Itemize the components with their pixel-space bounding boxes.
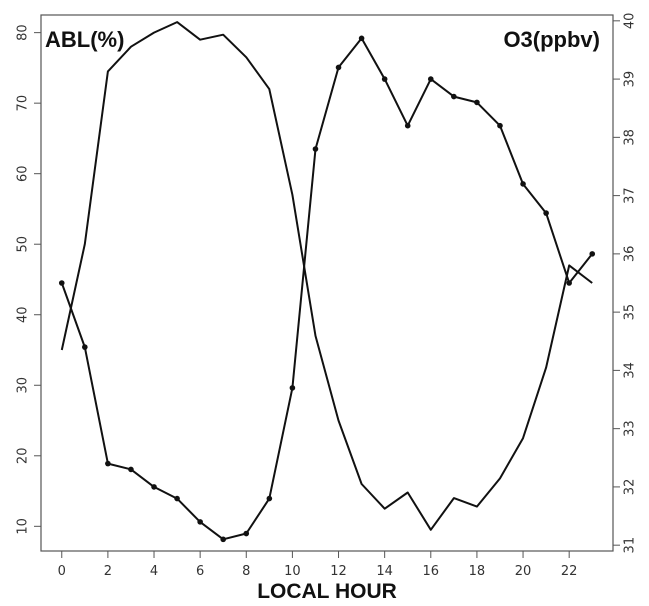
- series-point-right: [335, 64, 342, 71]
- x-tick-label: 12: [330, 564, 347, 579]
- x-tick-label: 14: [376, 564, 393, 579]
- y-right-tick-label: 38: [623, 129, 638, 146]
- y-right-tick-label: 39: [623, 71, 638, 88]
- y-right-tick-label: 32: [623, 479, 638, 496]
- series-point-right: [520, 181, 526, 187]
- series-point-right: [589, 251, 596, 257]
- x-tick-label: 2: [104, 564, 112, 579]
- series-point-right: [312, 146, 319, 152]
- x-tick-label: 20: [515, 564, 532, 579]
- series-point-right: [427, 76, 434, 82]
- y-left-tick-label: 50: [16, 236, 31, 253]
- y-left-tick-label: 20: [16, 448, 31, 465]
- y-left-tick-label: 10: [16, 518, 31, 535]
- x-tick-label: 6: [196, 564, 204, 579]
- series-point-right: [381, 76, 388, 82]
- plot-frame: [40, 14, 614, 552]
- y-left-tick-label: 40: [16, 306, 31, 323]
- series-point-right: [474, 99, 480, 106]
- x-tick-label: 16: [423, 564, 440, 579]
- series-point-right: [543, 210, 549, 216]
- series-point-right: [58, 280, 65, 286]
- y-axis-left: 10 20 30 40 50 60 70 80: [16, 24, 41, 535]
- series-point-right: [358, 35, 365, 42]
- series-point-right: [289, 385, 296, 391]
- series-layer: [58, 21, 596, 543]
- y-right-tick-label: 35: [623, 304, 638, 321]
- series-point-right: [151, 484, 157, 490]
- y-right-tick-label: 33: [623, 420, 638, 437]
- series-point-right: [82, 344, 88, 350]
- x-tick-label: 8: [242, 564, 250, 579]
- y-axis-right: 31 32 33 34 35 36 37 38 39 40: [613, 13, 638, 554]
- y-right-tick-label: 34: [623, 362, 638, 379]
- series-point-right: [404, 122, 411, 129]
- series-point-right: [566, 280, 572, 286]
- x-tick-label: 18: [469, 564, 486, 579]
- y-right-tick-label: 37: [623, 187, 638, 204]
- y-right-tick-label: 40: [623, 13, 638, 30]
- y-left-tick-label: 80: [16, 24, 31, 41]
- y-left-tick-label: 60: [16, 165, 31, 182]
- series-point-right: [266, 495, 273, 502]
- series-point-right: [220, 536, 227, 543]
- series-point-right: [243, 530, 250, 537]
- x-tick-label: 0: [58, 564, 66, 579]
- series-point-right: [128, 466, 134, 473]
- series-point-right: [451, 93, 457, 100]
- y-left-tick-label: 70: [16, 95, 31, 112]
- series-line-right: [60, 37, 593, 541]
- right-axis-label: O3(ppbv): [503, 27, 600, 52]
- x-tick-label: 22: [561, 564, 578, 579]
- series-point-right: [197, 519, 203, 525]
- x-axis: 0 2 4 6 8 10 12 14 16 18 20 22: [58, 551, 578, 579]
- x-tick-label: 4: [150, 564, 158, 579]
- y-right-tick-label: 31: [623, 537, 638, 554]
- x-axis-title: LOCAL HOUR: [257, 580, 397, 603]
- series-point-right: [105, 460, 111, 467]
- x-tick-label: 10: [284, 564, 301, 579]
- series-point-right: [174, 495, 180, 502]
- y-left-tick-label: 30: [16, 377, 31, 394]
- left-axis-label: ABL(%): [45, 27, 124, 52]
- series-line-left: [60, 21, 593, 531]
- y-right-tick-label: 36: [623, 246, 638, 263]
- series-point-right: [497, 122, 503, 129]
